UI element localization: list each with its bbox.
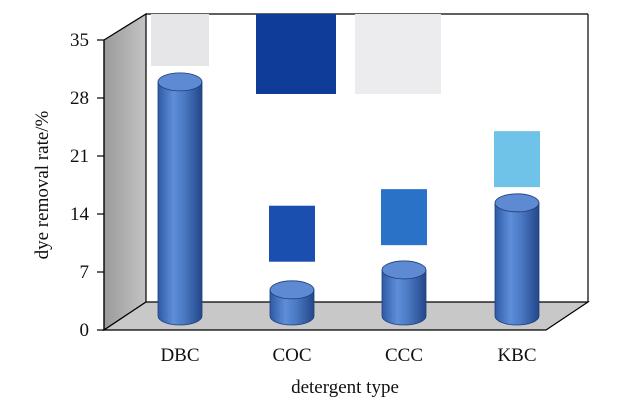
side-wall xyxy=(103,12,147,332)
bar-body-dbc xyxy=(157,81,203,326)
y-axis-title: dye removal rate/% xyxy=(32,110,53,259)
category-labels: DBC COC CCC KBC xyxy=(160,345,536,366)
bar-dbc xyxy=(157,72,203,326)
bar-body-ccc xyxy=(381,269,427,326)
fabric-swatch-ccc-4 xyxy=(381,189,427,246)
fabric-swatch-coc-2 xyxy=(269,205,315,262)
bars xyxy=(157,72,540,326)
fabric-swatches xyxy=(151,14,540,262)
bar-ccc xyxy=(381,260,427,326)
y-tick-labels: 0 7 14 21 28 35 xyxy=(70,30,90,341)
y-tick-label-28: 28 xyxy=(70,88,89,109)
category-label-ccc: CCC xyxy=(385,345,423,366)
bar-kbc xyxy=(494,193,540,326)
bar-body-coc xyxy=(269,289,315,326)
y-tick-label-14: 14 xyxy=(70,204,90,225)
bar-top-coc xyxy=(269,280,315,300)
y-tick-label-7: 7 xyxy=(80,262,90,283)
y-tick-label-21: 21 xyxy=(70,146,89,167)
category-label-dbc: DBC xyxy=(160,345,199,366)
fabric-swatch-ccc-3 xyxy=(355,14,441,94)
bar-body-kbc xyxy=(494,202,540,326)
y-tick-label-35: 35 xyxy=(70,30,89,51)
y-ticks xyxy=(97,39,104,331)
x-axis-title: detergent type xyxy=(291,377,399,398)
fabric-swatch-dbc-0 xyxy=(151,14,209,66)
category-label-kbc: KBC xyxy=(497,345,536,366)
bar-top-kbc xyxy=(494,193,540,213)
y-tick-label-0: 0 xyxy=(80,320,90,341)
bar-top-dbc xyxy=(157,72,203,92)
fabric-swatch-kbc-5 xyxy=(494,131,540,188)
fabric-swatch-coc-1 xyxy=(256,14,336,94)
category-label-coc: COC xyxy=(272,345,311,366)
bar-coc xyxy=(269,280,315,326)
bar-top-ccc xyxy=(381,260,427,280)
